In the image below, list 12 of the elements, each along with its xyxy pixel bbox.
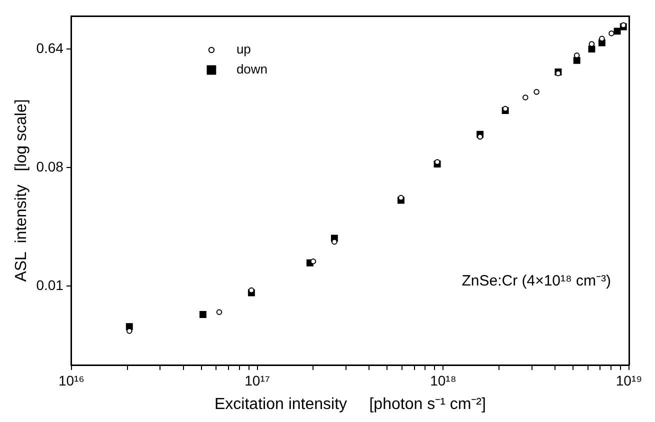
y-tick-label: 0.64 bbox=[36, 40, 64, 56]
x-axis-title: Excitation intensity [photon s⁻¹ cm⁻²] bbox=[214, 396, 486, 413]
y-axis-title: ASL intensity [log scale] bbox=[13, 99, 30, 282]
annotation: ZnSe:Cr (4×10¹⁸ cm⁻³) bbox=[462, 272, 611, 290]
x-tick-label: 10¹⁷ bbox=[244, 372, 270, 388]
legend-label: up bbox=[236, 42, 251, 57]
x-tick-label: 10¹⁹ bbox=[616, 372, 642, 388]
y-tick-label: 0.08 bbox=[36, 158, 64, 174]
y-tick-label: 0.01 bbox=[36, 276, 64, 293]
legend-label: down bbox=[236, 62, 268, 77]
x-tick-label: 10¹⁸ bbox=[430, 372, 456, 388]
x-tick-label: 10¹⁶ bbox=[58, 372, 84, 388]
